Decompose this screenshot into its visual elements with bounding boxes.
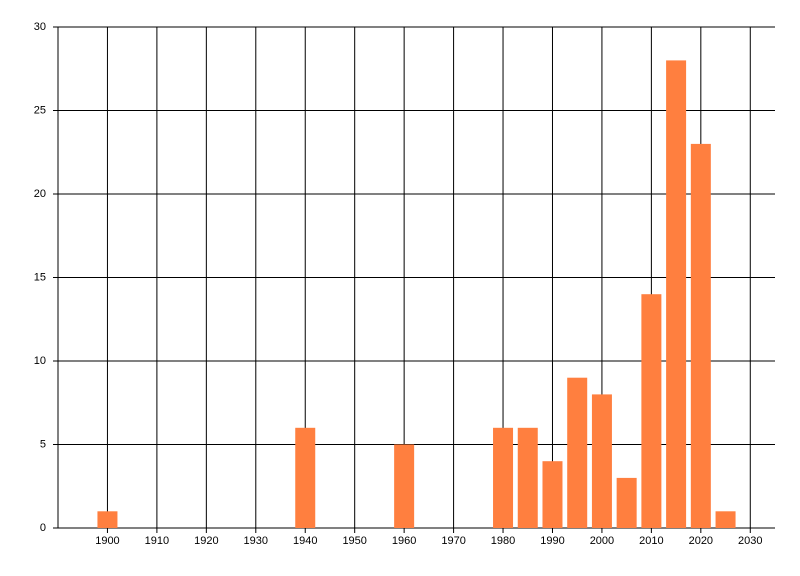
- bar: [517, 427, 538, 528]
- x-tick-label: 2030: [738, 535, 762, 547]
- y-tick-label: 0: [40, 522, 46, 534]
- bar: [591, 394, 612, 528]
- x-tick-label: 2020: [689, 535, 713, 547]
- x-tick-label: 2000: [590, 535, 614, 547]
- y-tick-label: 5: [40, 438, 46, 450]
- bar: [493, 427, 514, 528]
- bar: [715, 511, 736, 528]
- x-tick-label: 1990: [540, 535, 564, 547]
- x-tick-label: 1910: [145, 535, 169, 547]
- x-tick-label: 1900: [95, 535, 119, 547]
- y-tick-label: 25: [34, 104, 46, 116]
- bar: [295, 427, 316, 528]
- y-tick-label: 15: [34, 271, 46, 283]
- x-tick-label: 1930: [244, 535, 268, 547]
- x-tick-label: 1950: [342, 535, 366, 547]
- x-tick-label: 1970: [441, 535, 465, 547]
- bar: [616, 477, 637, 528]
- x-tick-label: 1940: [293, 535, 317, 547]
- bar: [666, 60, 687, 529]
- bar: [97, 511, 118, 528]
- bar: [394, 444, 415, 528]
- x-tick-label: 1960: [392, 535, 416, 547]
- y-tick-label: 30: [34, 21, 46, 33]
- y-tick-label: 10: [34, 355, 46, 367]
- bar: [641, 294, 662, 528]
- bar: [542, 461, 563, 528]
- x-tick-label: 2010: [639, 535, 663, 547]
- x-tick-label: 1980: [491, 535, 515, 547]
- bar: [690, 143, 711, 528]
- y-tick-label: 20: [34, 188, 46, 200]
- x-tick-label: 1920: [194, 535, 218, 547]
- bar: [567, 377, 588, 528]
